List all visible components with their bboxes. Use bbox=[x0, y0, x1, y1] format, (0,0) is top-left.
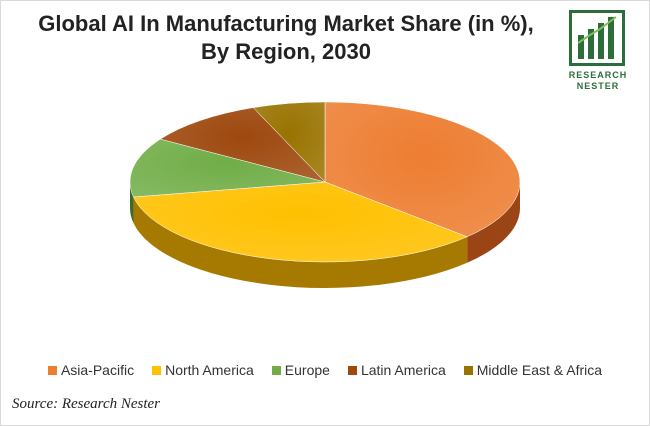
legend-label: North America bbox=[165, 362, 254, 378]
source-note: Source: Research Nester bbox=[12, 396, 161, 412]
legend-swatch bbox=[152, 365, 162, 375]
research-nester-logo: RESEARCH NESTER bbox=[565, 10, 631, 91]
legend-label: Europe bbox=[284, 362, 330, 378]
chart-legend: Asia-Pacific North America Europe Latin Ame… bbox=[20, 362, 630, 378]
legend-item-middle-east-africa: Middle East & Africa bbox=[463, 362, 603, 378]
pie-slice-latin-america bbox=[159, 107, 326, 183]
logo-text-research: RESEARCH bbox=[568, 70, 628, 80]
pie-side-europe bbox=[130, 182, 134, 223]
pie-slice-middle-east-africa bbox=[252, 101, 326, 183]
chart-title: Global AI In Manufacturing Market Share … bbox=[0, 10, 572, 66]
legend-item-north-america: North America bbox=[152, 362, 254, 378]
chart-title-line2: By Region, 2030 bbox=[201, 39, 371, 64]
chart-title-line1: Global AI In Manufacturing Market Share … bbox=[38, 11, 534, 36]
pie-slice-europe bbox=[129, 138, 326, 198]
legend-swatch bbox=[271, 365, 281, 375]
legend-swatch bbox=[47, 365, 57, 375]
legend-label: Latin America bbox=[360, 362, 446, 378]
legend-item-europe: Europe bbox=[271, 362, 330, 378]
pie-slice-north-america bbox=[133, 181, 468, 263]
legend-label: Middle East & Africa bbox=[476, 362, 603, 378]
legend-label: Asia-Pacific bbox=[60, 362, 135, 378]
legend-item-asia-pacific: Asia-Pacific bbox=[47, 362, 135, 378]
pie-slice-asia-pacific bbox=[324, 101, 521, 238]
pie-side-north-america bbox=[133, 196, 468, 289]
logo-text-nester: NESTER bbox=[576, 81, 620, 91]
legend-item-latin-america: Latin America bbox=[347, 362, 446, 378]
logo-bars-icon bbox=[569, 10, 625, 66]
legend-swatch bbox=[347, 365, 357, 375]
legend-swatch bbox=[463, 365, 473, 375]
